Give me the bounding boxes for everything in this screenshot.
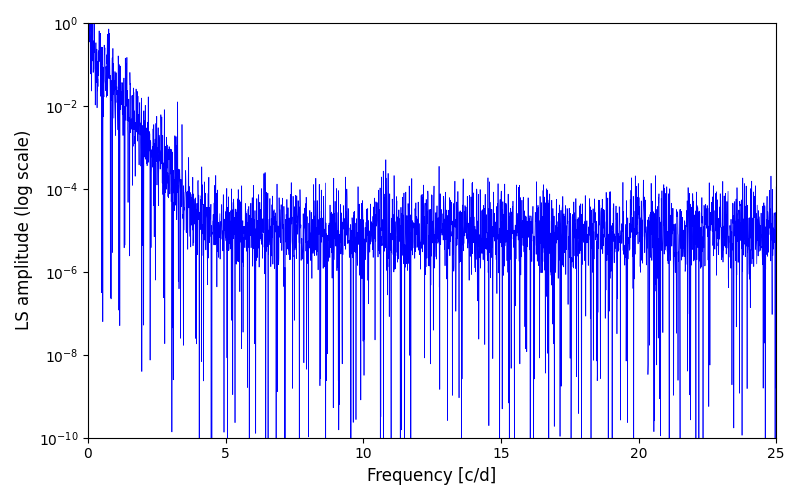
Y-axis label: LS amplitude (log scale): LS amplitude (log scale)	[15, 130, 33, 330]
X-axis label: Frequency [c/d]: Frequency [c/d]	[367, 467, 497, 485]
